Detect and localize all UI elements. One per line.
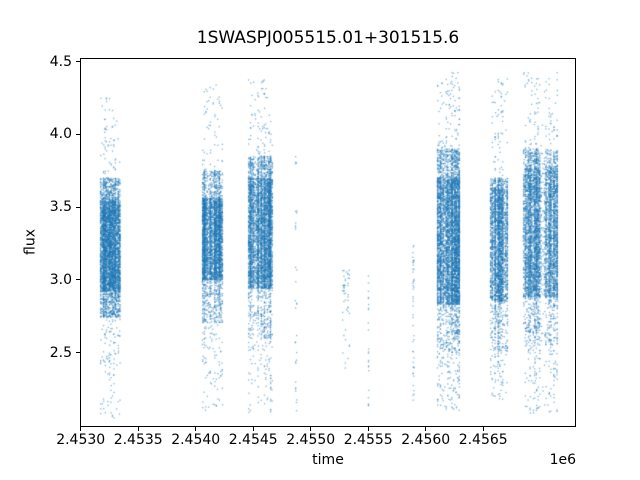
scatter-points-canvas [80, 58, 576, 427]
chart-title: 1SWASPJ005515.01+301515.6 [196, 28, 460, 48]
x-tick-label: 2.4540 [171, 432, 221, 448]
x-tick-mark [195, 427, 197, 431]
x-tick-mark [252, 427, 254, 431]
x-tick-mark [425, 427, 427, 431]
y-axis-label: flux [22, 229, 39, 255]
x-tick-mark [367, 427, 369, 431]
y-tick-mark [76, 352, 80, 354]
x-tick-label: 2.4560 [401, 432, 451, 448]
y-tick-label: 4.5 [49, 53, 72, 70]
y-tick-mark [76, 61, 80, 63]
x-tick-label: 2.4545 [228, 432, 278, 448]
x-tick-mark [137, 427, 139, 431]
y-tick-label: 4.0 [49, 126, 72, 143]
x-tick-label: 2.4555 [343, 432, 393, 448]
x-tick-label: 2.4530 [56, 432, 106, 448]
y-tick-label: 2.5 [49, 344, 72, 361]
x-axis-offset-label: 1e6 [549, 452, 576, 468]
x-tick-mark [310, 427, 312, 431]
x-tick-label: 2.4535 [113, 432, 163, 448]
x-tick-label: 2.4565 [458, 432, 508, 448]
y-tick-mark [76, 279, 80, 281]
y-tick-label: 3.0 [49, 271, 72, 288]
x-tick-mark [80, 427, 82, 431]
y-tick-mark [76, 206, 80, 208]
x-tick-label: 2.4550 [286, 432, 336, 448]
y-tick-mark [76, 133, 80, 135]
x-axis-label: time [312, 452, 344, 468]
x-tick-mark [482, 427, 484, 431]
y-tick-label: 3.5 [49, 199, 72, 216]
